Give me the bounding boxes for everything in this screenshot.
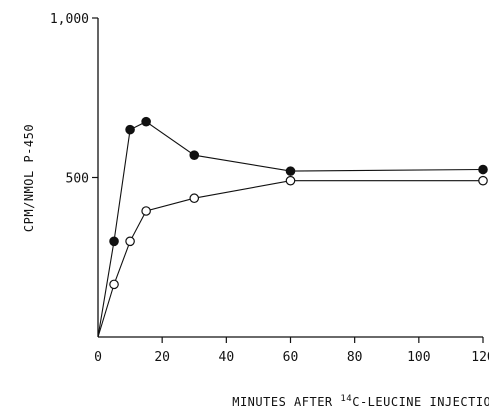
x-tick-label: 80 <box>347 350 363 365</box>
x-tick-label: 0 <box>94 350 102 365</box>
series-markers <box>109 116 488 290</box>
x-axis-label-suffix: C-LEUCINE INJECTION <box>352 395 489 409</box>
filled-data-point <box>285 166 296 176</box>
x-tick-label: 120 <box>471 350 489 365</box>
x-ticks: 0 20 40 60 80 100 120 <box>94 337 489 365</box>
x-axis-label-superscript: 14 <box>340 394 352 404</box>
y-ticks: 500 1,000 <box>50 12 98 187</box>
x-axis-label: MINUTES AFTER 14C-LEUCINE INJECTION <box>232 394 489 409</box>
open-data-point <box>285 175 296 186</box>
filled-data-point <box>189 150 200 160</box>
filled-data-point <box>125 124 135 135</box>
filled-data-point <box>141 116 151 127</box>
series-line-2 <box>97 180 483 338</box>
y-tick-label: 1,000 <box>50 12 89 27</box>
y-tick-label: 500 <box>66 172 89 187</box>
open-data-point <box>189 193 200 204</box>
series-lines <box>97 121 484 338</box>
open-data-point <box>141 206 151 216</box>
y-axis-label: CPM/NMOL P-450 <box>22 124 36 232</box>
open-data-point <box>478 175 488 186</box>
open-data-point <box>109 279 119 290</box>
series-line-1 <box>97 121 484 338</box>
x-axis-label-prefix: MINUTES AFTER <box>232 395 340 409</box>
x-tick-label: 100 <box>407 350 430 365</box>
x-tick-label: 20 <box>154 350 170 365</box>
filled-data-point <box>109 236 119 247</box>
x-tick-label: 40 <box>219 350 235 365</box>
filled-data-point <box>478 164 488 175</box>
open-data-point <box>125 236 135 247</box>
x-tick-label: 60 <box>283 350 299 365</box>
